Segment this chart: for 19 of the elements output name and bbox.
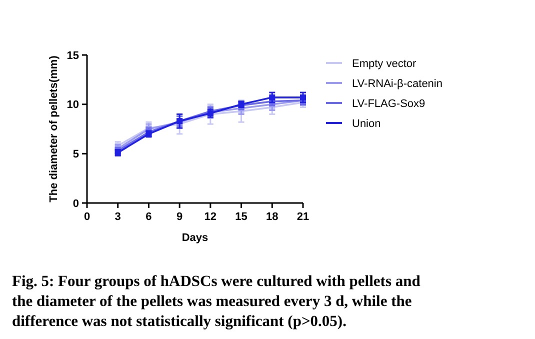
x-tick-label: 6 bbox=[146, 211, 152, 223]
x-tick-label: 9 bbox=[176, 211, 183, 223]
legend-label: Union bbox=[352, 118, 381, 130]
x-axis-title: Days bbox=[182, 232, 208, 244]
legend-label: LV-RNAi-β-catenin bbox=[352, 78, 442, 90]
caption: Fig. 5: Four groups of hADSCs were cultured with pellets and the diameter of the pellets was measured every 3 d, while the difference was not statistically significant (p>0.05). bbox=[12, 273, 421, 330]
y-tick-label: 5 bbox=[72, 148, 79, 161]
x-tick-label: 21 bbox=[296, 211, 310, 223]
legend-label: LV-FLAG-Sox9 bbox=[352, 98, 426, 110]
x-tick-label: 3 bbox=[114, 211, 121, 223]
y-tick-label: 0 bbox=[72, 198, 79, 210]
legend-label: Empty vector bbox=[352, 58, 417, 70]
x-tick-label: 12 bbox=[204, 211, 217, 223]
y-tick-label: 10 bbox=[66, 99, 79, 112]
y-axis-title: The diameter of pellets(mm) bbox=[48, 55, 60, 202]
x-tick-label: 18 bbox=[266, 211, 278, 223]
x-tick-label: 0 bbox=[84, 211, 90, 223]
x-tick-label: 15 bbox=[235, 211, 248, 223]
y-tick-label: 15 bbox=[66, 50, 79, 62]
